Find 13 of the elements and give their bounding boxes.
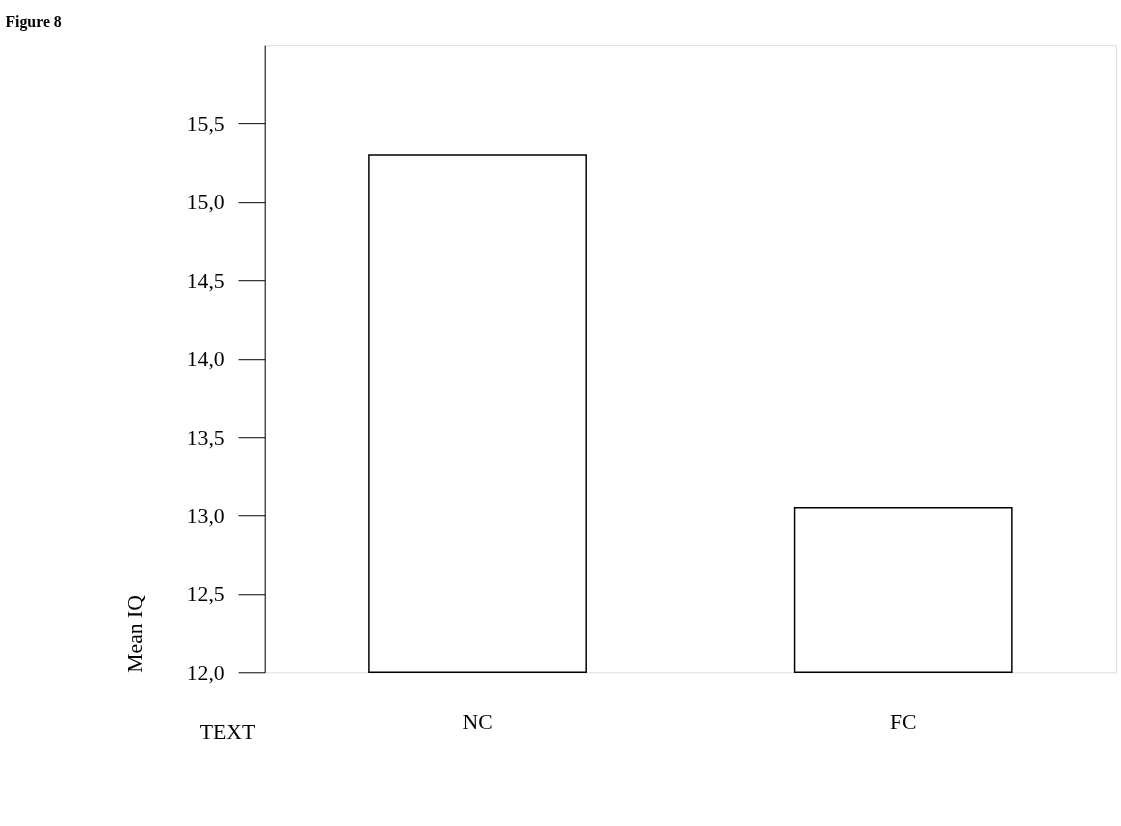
y-tick-label: 13,5 <box>186 425 225 450</box>
x-tick-label: FC <box>889 710 917 735</box>
y-tick-label: 13,0 <box>186 503 225 528</box>
y-tick-label: 12,5 <box>186 582 225 607</box>
x-tick-label: NC <box>462 710 493 735</box>
y-tick-label: 12,0 <box>186 660 225 685</box>
y-tick-label: 15,0 <box>186 190 225 215</box>
y-tick-label: 14,5 <box>186 268 225 293</box>
y-tick-label: 14,0 <box>186 347 225 372</box>
y-axis-title: Mean IQ <box>123 594 148 673</box>
y-tick-label: 15,5 <box>186 111 225 136</box>
text: Figure 8 <box>5 13 62 32</box>
x-axis-title: TEXT <box>199 719 256 744</box>
